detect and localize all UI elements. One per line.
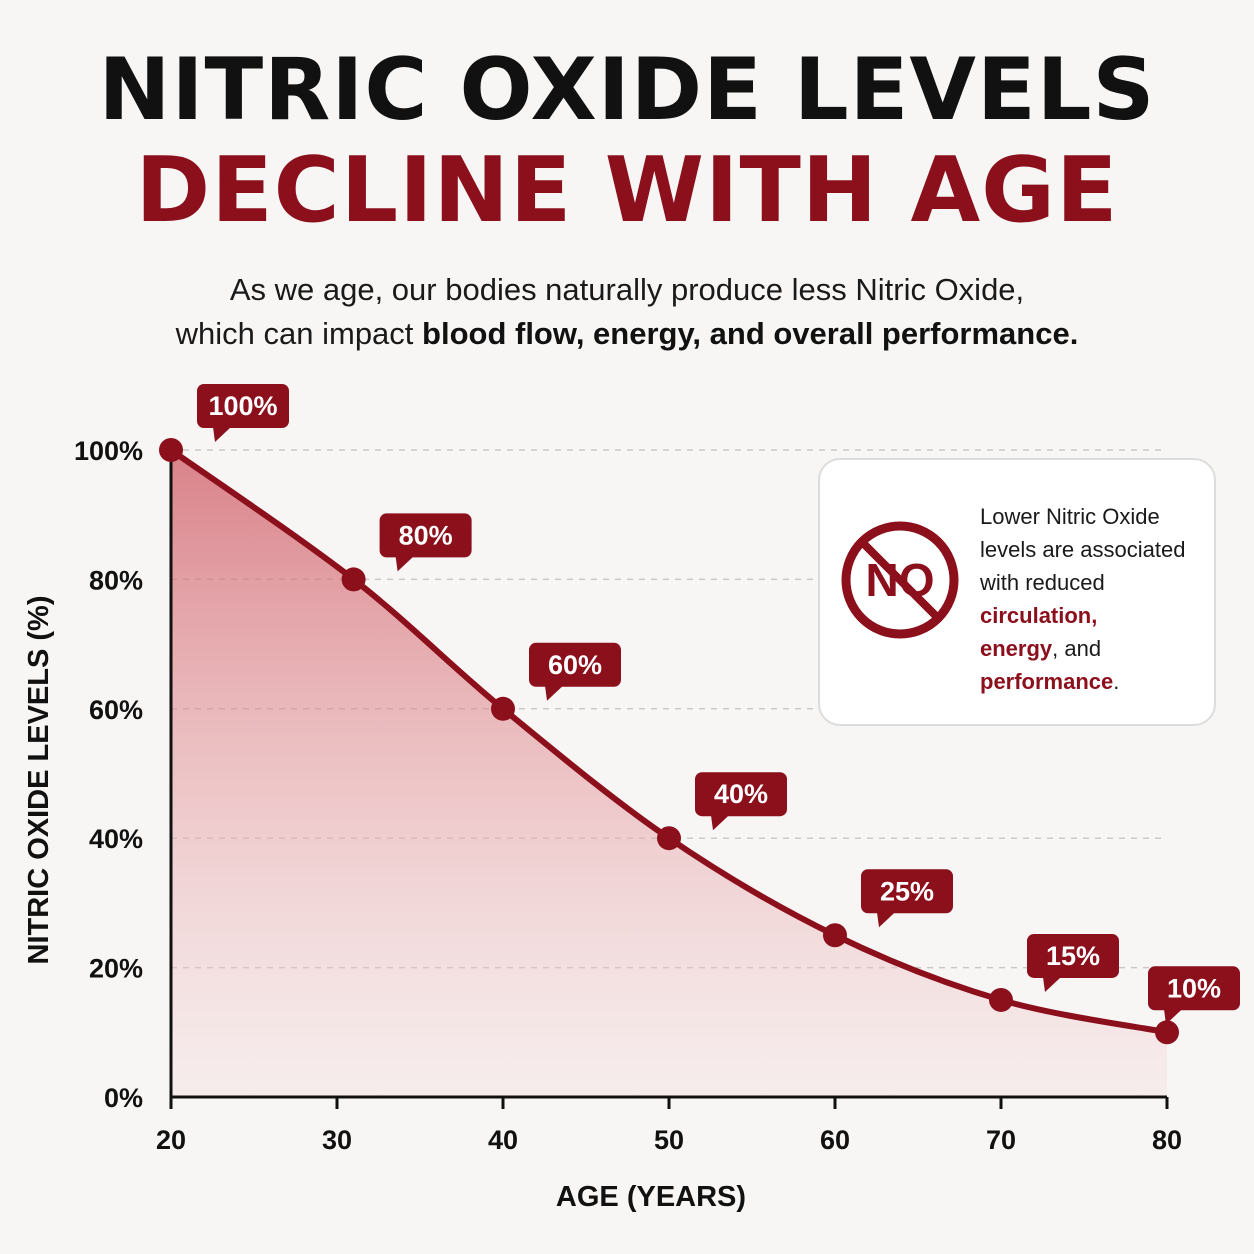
title-line-2: DECLINE WITH AGE [135,138,1119,243]
data-point [823,923,847,948]
x-tick-label: 30 [322,1125,352,1155]
info-text-plain-1: Lower Nitric Oxide levels are associated… [980,504,1186,595]
info-box: NO Lower Nitric Oxide levels are associa… [818,458,1216,726]
callout-bubble [1148,966,1240,1011]
value-callout: 25% [861,869,953,928]
subtitle-line-2: which can impact [175,316,423,351]
value-callout: 60% [529,642,621,701]
data-point [1155,1020,1179,1045]
value-callout: 100% [197,384,289,442]
callout-pointer [395,556,414,572]
y-tick-label: 60% [89,695,143,725]
data-points [159,438,1179,1045]
axis-ticks: 0% 20% 40% 60% 80% 100% 20 30 40 50 60 70 80 [74,436,1182,1155]
callout-pointer [213,427,231,442]
callout-label: 60% [548,650,602,680]
x-tick-label: 80 [1152,1125,1182,1155]
value-callout: 15% [1027,933,1119,992]
data-point [491,696,515,721]
callout-bubble [1027,933,1119,978]
data-point [341,567,366,592]
y-tick-label: 40% [89,824,143,854]
info-highlight-circulation: circulation, [980,603,1098,628]
callout-pointer [545,685,563,701]
callout-pointer [1043,976,1061,992]
subtitle-emphasis: blood flow, energy, and overall performa… [422,316,1079,351]
callout-bubble [197,384,289,428]
info-text-plain-3: . [1113,669,1120,694]
callout-label: 15% [1046,941,1100,971]
y-tick-label: 100% [74,436,143,466]
callout-label: 10% [1167,973,1221,1003]
callout-bubble [379,513,472,558]
info-text-plain-2: , and [1052,636,1102,661]
x-tick-label: 20 [156,1125,186,1155]
y-axis-title: NITRIC OXIDE LEVELS (%) [23,596,55,965]
callout-pointer [711,815,729,831]
callout-label: 100% [208,391,277,421]
callout-bubble [695,772,787,817]
callout-label: 25% [880,876,934,906]
y-tick-label: 20% [89,954,143,984]
callout-pointer [1164,1009,1182,1025]
info-text: Lower Nitric Oxide levels are associated… [980,500,1210,698]
callout-label: 80% [399,520,453,550]
x-tick-label: 50 [654,1125,684,1155]
data-point [159,438,183,462]
x-tick-label: 70 [986,1125,1016,1155]
data-point [989,987,1013,1012]
subtitle: As we age, our bodies naturally produce … [0,268,1254,356]
no-symbol-icon: NO [841,521,959,639]
subtitle-line-1: As we age, our bodies naturally produce … [229,272,1025,307]
callout-pointer [877,912,895,928]
data-point [657,826,681,851]
callout-bubble [529,642,621,687]
x-tick-label: 40 [488,1125,518,1155]
y-tick-label: 0% [104,1083,143,1113]
x-axis-title: AGE (YEARS) [556,1181,746,1213]
area-fill [171,450,1167,1097]
value-callout: 40% [695,772,787,831]
x-tick-label: 60 [820,1125,850,1155]
value-callout: 80% [379,513,472,572]
value-callouts: 100% 80% 60% 40% 25% 15% 10% [197,384,1240,1025]
y-tick-label: 80% [89,565,143,595]
info-highlight-energy: energy [980,636,1053,661]
info-highlight-performance: performance [980,669,1114,694]
title-line-1: NITRIC OXIDE LEVELS [98,40,1156,140]
callout-bubble [861,869,953,914]
value-callout: 10% [1148,966,1240,1025]
callout-label: 40% [714,779,768,809]
